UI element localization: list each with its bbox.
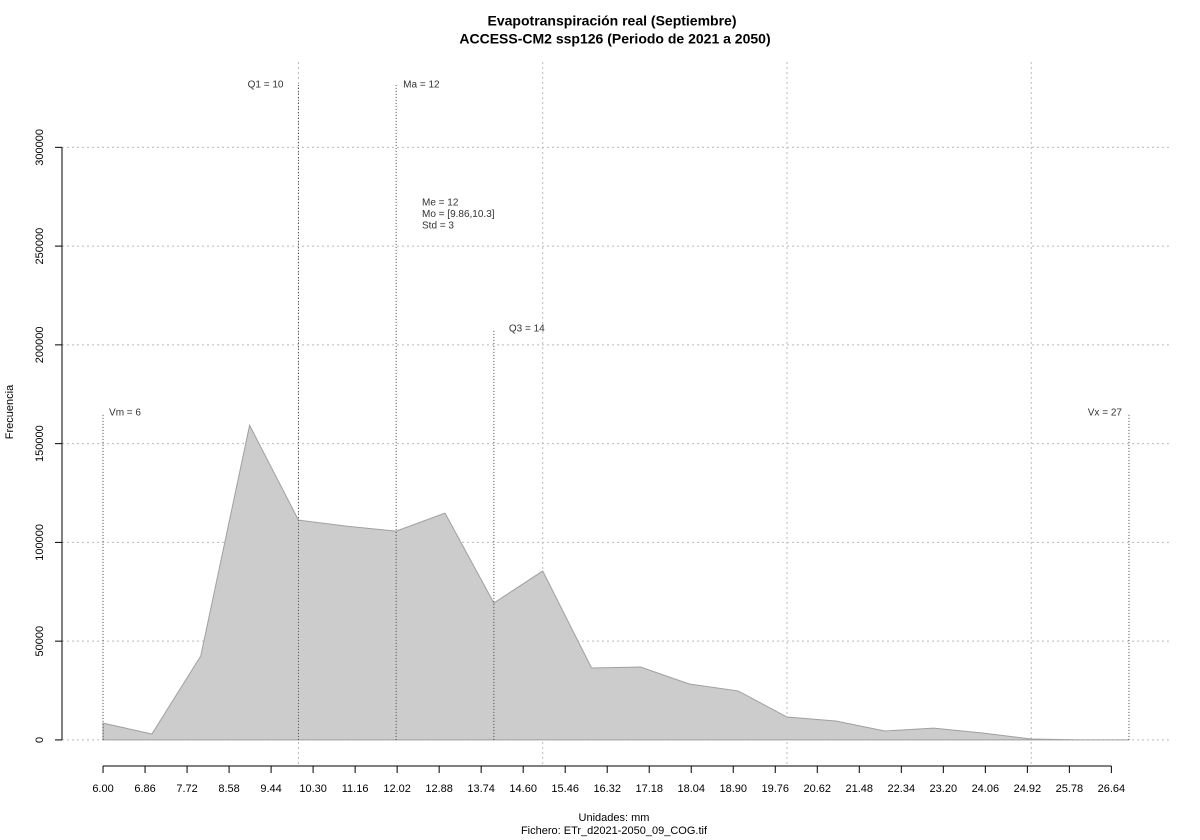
y-tick-label: 300000 — [34, 129, 46, 166]
x-tick-label: 17.18 — [635, 783, 663, 795]
x-tick-label: 13.74 — [467, 783, 495, 795]
stat-note: Mo = [9.86,10.3] — [422, 209, 495, 220]
stat-note: Me = 12 — [422, 198, 459, 209]
x-tick-label: 10.30 — [299, 783, 327, 795]
y-tick-label: 150000 — [34, 425, 46, 462]
y-tick-label: 250000 — [34, 228, 46, 265]
x-tick-label: 9.44 — [260, 783, 281, 795]
x-tick-label: 18.90 — [719, 783, 747, 795]
y-tick-label: 200000 — [34, 327, 46, 364]
x-tick-label: 21.48 — [846, 783, 874, 795]
x-tick-label: 18.04 — [677, 783, 705, 795]
chart-title: Evapotranspiración real (Septiembre) — [488, 13, 737, 29]
x-tick-label: 6.86 — [134, 783, 155, 795]
x-tick-label: 7.72 — [176, 783, 197, 795]
stat-label: Q1 = 10 — [248, 80, 284, 91]
x-tick-label: 24.92 — [1014, 783, 1042, 795]
stat-label: Q3 = 14 — [509, 324, 545, 335]
stat-note: Std = 3 — [422, 221, 454, 232]
area — [102, 423, 1129, 741]
stat-label: Ma = 12 — [403, 80, 440, 91]
x-tick-label: 12.88 — [425, 783, 453, 795]
stat-label: Vx = 27 — [1088, 408, 1123, 419]
x-tick-label: 25.78 — [1056, 783, 1084, 795]
y-tick-label: 50000 — [34, 626, 46, 657]
x-tick-label: 23.20 — [930, 783, 958, 795]
x-tick-label: 26.64 — [1098, 783, 1126, 795]
stat-label: Vm = 6 — [109, 408, 141, 419]
y-tick-label: 0 — [34, 737, 46, 743]
x-tick-label: 19.76 — [761, 783, 789, 795]
y-axis-label: Frecuencia — [4, 384, 16, 439]
x-tick-label: 14.60 — [509, 783, 537, 795]
x-tick-label: 12.02 — [383, 783, 411, 795]
x-tick-label: 24.06 — [972, 783, 1000, 795]
chart-subtitle: ACCESS-CM2 ssp126 (Periodo de 2021 a 205… — [459, 31, 770, 47]
x-tick-label: 8.58 — [218, 783, 239, 795]
x-tick-label: 11.16 — [342, 783, 369, 795]
x-tick-label: 6.00 — [92, 783, 113, 795]
y-tick-label: 100000 — [34, 524, 46, 561]
caption: Fichero: ETr_d2021-2050_09_COG.tif — [521, 825, 708, 837]
x-tick-label: 15.46 — [551, 783, 579, 795]
x-tick-label: 20.62 — [804, 783, 832, 795]
x-tick-label: 16.32 — [593, 783, 621, 795]
x-tick-label: 22.34 — [888, 783, 916, 795]
x-axis-label: Unidades: mm — [579, 812, 650, 824]
